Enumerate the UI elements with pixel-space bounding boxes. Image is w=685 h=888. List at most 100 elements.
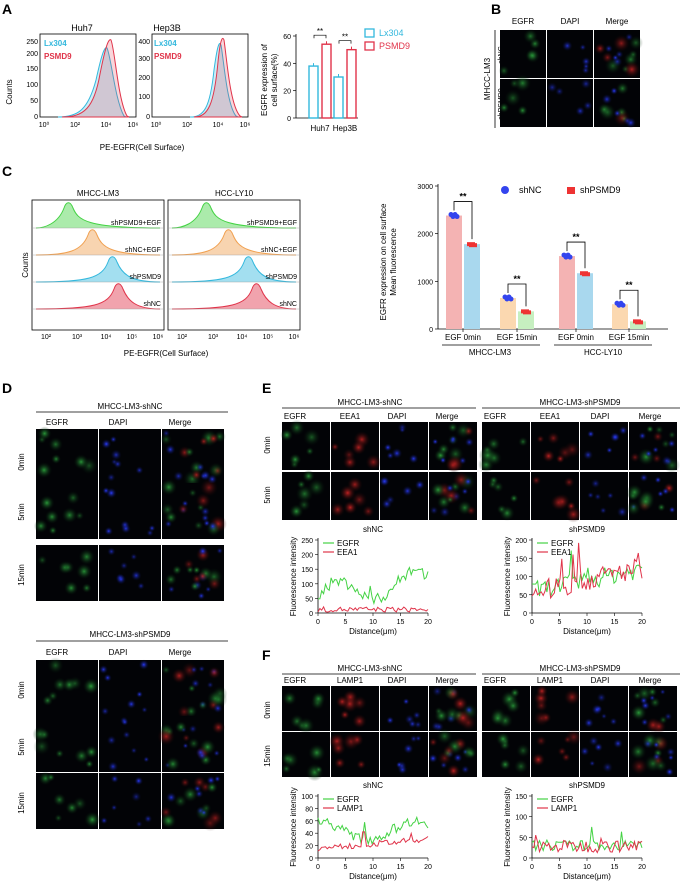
- e-tile-s0-r0-c2: [380, 422, 428, 470]
- bar-c-shpsmd9-3: [630, 321, 646, 329]
- f-tile-s1-r0-c2: [580, 686, 628, 731]
- plot-legend-b: LAMP1: [551, 804, 578, 813]
- bar-c-point-shpsmd9: [527, 310, 531, 315]
- bar-a-sig: **: [317, 27, 323, 36]
- bar-c-xcat: EGF 15min: [497, 333, 537, 342]
- bar-c-point-shnc: [454, 214, 460, 220]
- b-tile-r0-c1: [547, 30, 593, 78]
- bar-a-legend-lx304: Lx304: [379, 28, 404, 38]
- plot-xtick: 20: [424, 619, 432, 626]
- c-track-label: shPSMD9: [129, 274, 161, 281]
- svg-text:10⁴: 10⁴: [101, 122, 112, 129]
- c-x-label: PE-EGFR(Cell Surface): [124, 349, 209, 358]
- bar-c-sig: **: [572, 232, 580, 242]
- plot-ytick: 50: [519, 593, 527, 600]
- plot-line-b: [317, 831, 429, 852]
- svg-text:10⁵: 10⁵: [127, 334, 138, 341]
- bar-c-point-shnc: [567, 254, 573, 260]
- plot-xtick: 10: [583, 619, 591, 626]
- plot-xlabel: Distance(μm): [563, 872, 611, 881]
- d-col-egfr: EGFR: [46, 418, 68, 427]
- d-tile-r2-c2: [162, 545, 224, 601]
- plot-title: shNC: [363, 525, 383, 534]
- bar-a-ytick: 60: [283, 34, 291, 41]
- bar-a-ylabel-1: EGFR expression of: [260, 43, 269, 116]
- plot-ytick: 200: [515, 538, 527, 545]
- c-hist1-track-3: [35, 283, 161, 310]
- c-hist2-title: HCC-LY10: [215, 189, 254, 198]
- panel-b: EGFR DAPI Merge MHCC-LM3 shNC shPSMD9: [483, 17, 644, 129]
- d-title-top: MHCC-LM3-shNC: [98, 402, 163, 411]
- plot-xtick: 10: [583, 864, 591, 871]
- d-tile-r0-c2: [160, 429, 226, 488]
- e-tile-s0-r0-c0: [280, 419, 330, 470]
- hist-huh7-title: Huh7: [71, 23, 93, 33]
- svg-text:300: 300: [138, 56, 150, 63]
- d2-tile-r1-c0: [32, 716, 99, 772]
- plot-line-b: [531, 834, 643, 854]
- b-tile-r1-c1: [546, 78, 593, 127]
- plot-ytick: 20: [305, 844, 313, 851]
- c-hist2-track-3: [171, 283, 297, 310]
- svg-text:DAPI: DAPI: [591, 676, 610, 685]
- bar-a-Lx304-Hep3B: [333, 76, 344, 119]
- e-tile-s1-r1-c2: [580, 472, 628, 520]
- plot-ytick: 0: [523, 856, 527, 863]
- d-tile-r2-c0: [36, 545, 98, 601]
- f-tile-s0-r0-c1: [331, 686, 379, 731]
- svg-text:DAPI: DAPI: [388, 412, 407, 421]
- f-tile-s0-r0-c3: [429, 685, 479, 732]
- d2-row-0min: 0min: [17, 681, 26, 698]
- b-col-dapi: DAPI: [561, 17, 580, 26]
- hist-hep3b-psmd9: [193, 38, 243, 118]
- plot-legend-b: LAMP1: [337, 804, 364, 813]
- e-row-5min: 5min: [263, 486, 272, 503]
- svg-text:Merge: Merge: [639, 676, 662, 685]
- f-tile-s1-r0-c3: [629, 685, 677, 734]
- f-tile-s0-r1-c2: [380, 732, 428, 777]
- plot-xtick: 5: [558, 864, 562, 871]
- c-track-label: shNC: [279, 301, 297, 308]
- bar-c-shnc-0: [446, 215, 462, 329]
- svg-text:EGFR: EGFR: [484, 412, 506, 421]
- c-hist1-xticks: 10² 10³ 10⁴ 10⁵ 10⁶: [41, 334, 164, 341]
- bar-c-point-shnc: [508, 296, 514, 302]
- f-col-labels: EGFR LAMP1 DAPI Merge EGFR LAMP1 DAPI Me…: [284, 676, 662, 685]
- plot-ytick: 80: [305, 806, 313, 813]
- plot-xtick: 5: [344, 619, 348, 626]
- svg-text:10⁴: 10⁴: [213, 122, 224, 129]
- svg-text:10⁴: 10⁴: [101, 334, 112, 341]
- svg-text:EEA1: EEA1: [340, 412, 361, 421]
- d-col-merge: Merge: [169, 418, 192, 427]
- c-hist2-track-0: [171, 202, 297, 229]
- bar-c-shpsmd9-1: [518, 311, 534, 329]
- plot-ytick: 0: [309, 611, 313, 618]
- d-row-5min: 5min: [17, 503, 26, 520]
- bar-a-legend-psmd9: PSMD9: [379, 41, 410, 51]
- e-tile-s0-r0-c3: [429, 422, 477, 473]
- bar-a-Lx304-Huh7: [308, 65, 319, 119]
- plot-legend-a: EGFR: [337, 795, 359, 804]
- d2-row-15min: 15min: [17, 792, 26, 814]
- plot-ylabel: Fluorescence intensity: [503, 787, 512, 867]
- plot-xlabel: Distance(μm): [563, 627, 611, 636]
- d-tile-r0-c0: [36, 426, 98, 485]
- legend-lx304: Lx304: [44, 39, 67, 48]
- hist-hep3b-title: Hep3B: [153, 23, 181, 33]
- hist-hep3b-yticks: 0 100 200 300 400: [138, 39, 150, 121]
- svg-text:DAPI: DAPI: [591, 412, 610, 421]
- plot-ytick: 0: [523, 611, 527, 618]
- bar-c-ylabel-2: Mean fluorescence: [389, 228, 398, 296]
- d-row-15min: 15min: [17, 564, 26, 586]
- bar-a-sig: **: [342, 33, 348, 42]
- plot-xtick: 10: [369, 619, 377, 626]
- c-track-label: shPSMD9+EGF: [247, 220, 297, 227]
- d-title-bottom: MHCC-LM3-shPSMD9: [90, 630, 171, 639]
- bar-c-xcat: EGF 0min: [445, 333, 481, 342]
- plot-ytick: 50: [305, 596, 313, 603]
- bar-c-shpsmd9-0: [464, 244, 480, 329]
